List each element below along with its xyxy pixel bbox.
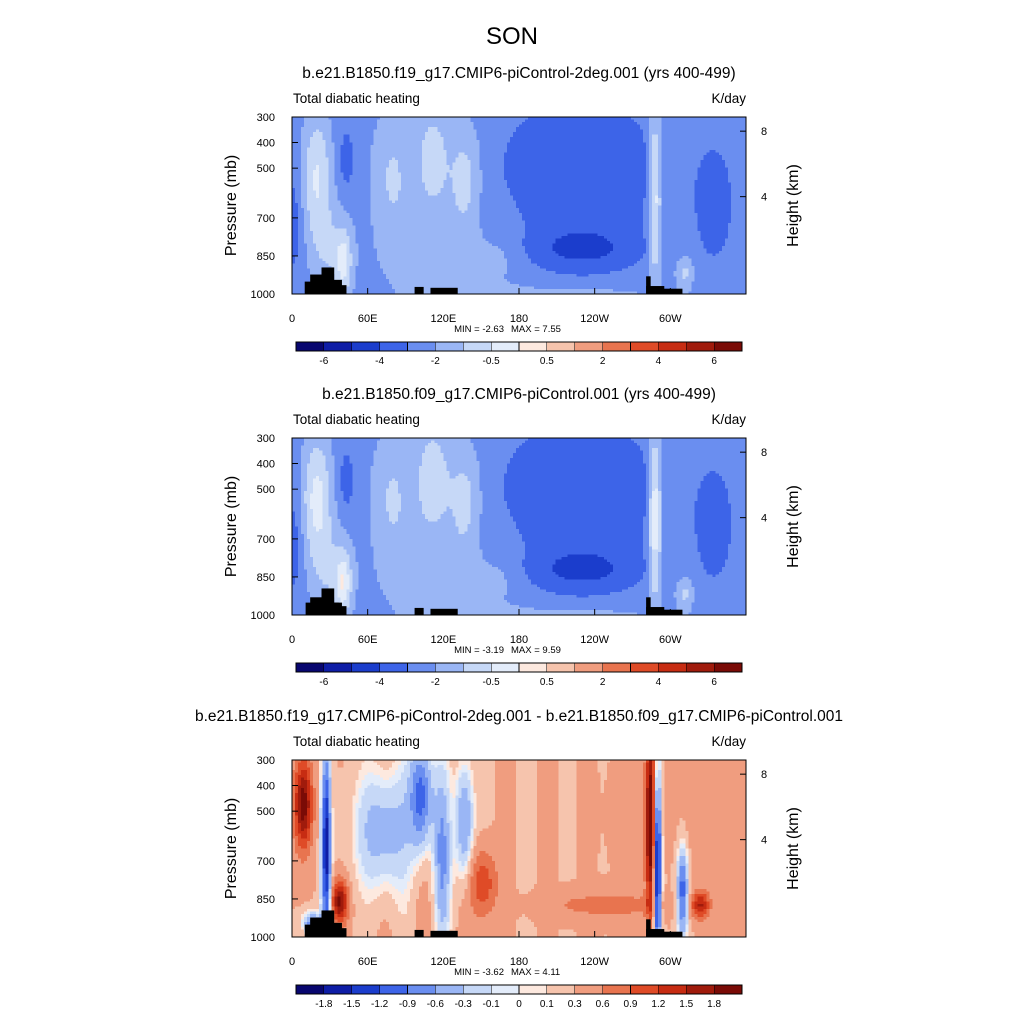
chart-title: b.e21.B1850.f19_g17.CMIP6-piControl-2deg…: [302, 65, 735, 82]
panel-units-label: K/day: [711, 91, 746, 106]
figure-title: SON: [486, 23, 538, 50]
heatmap-field: [292, 117, 747, 295]
panel-left-label: Total diabatic heating: [293, 91, 420, 106]
chart-panel-1: b.e21.B1850.f19_g17.CMIP6-piControl-2deg…: [223, 65, 802, 367]
figure: SON b.e21.B1850.f19_g17.CMIP6-piControl-…: [0, 0, 1024, 1024]
